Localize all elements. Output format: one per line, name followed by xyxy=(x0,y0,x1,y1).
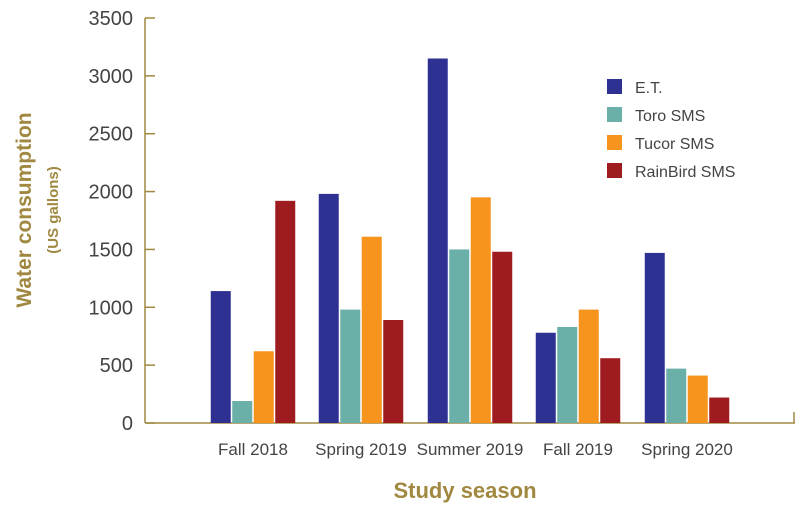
bar-rainbird-sms-fall-2019 xyxy=(600,358,621,423)
y-tick-label: 2500 xyxy=(89,124,134,146)
y-tick-label: 0 xyxy=(122,413,133,435)
legend: E.T. Toro SMS Tucor SMS RainBird SMS xyxy=(607,79,735,181)
legend-swatch xyxy=(607,163,622,178)
bar-tucor-sms-fall-2018 xyxy=(253,351,274,423)
legend-swatch xyxy=(607,107,622,122)
bar-e-t-spring-2020 xyxy=(644,252,665,423)
x-tick-label: Spring 2019 xyxy=(315,440,407,459)
legend-label: Tucor SMS xyxy=(635,136,714,153)
bar-e-t-spring-2019 xyxy=(318,193,339,423)
bar-toro-sms-spring-2019 xyxy=(340,309,361,423)
bar-e-t-fall-2018 xyxy=(210,291,231,423)
bar-tucor-sms-fall-2019 xyxy=(578,309,599,423)
x-tick-label: Spring 2020 xyxy=(641,440,733,459)
bar-rainbird-sms-summer-2019 xyxy=(492,251,513,423)
axes xyxy=(144,18,795,424)
legend-label: RainBird SMS xyxy=(635,164,735,181)
y-tick-label: 1000 xyxy=(89,297,134,319)
bar-rainbird-sms-spring-2020 xyxy=(709,397,730,423)
x-tick-label: Summer 2019 xyxy=(417,440,524,459)
x-tick-label: Fall 2019 xyxy=(543,440,613,459)
y-tick-label: 500 xyxy=(100,355,133,377)
legend-swatch xyxy=(607,79,622,94)
legend-swatch xyxy=(607,135,622,150)
legend-label: E.T. xyxy=(635,80,663,97)
bar-toro-sms-fall-2019 xyxy=(557,326,578,423)
bar-rainbird-sms-fall-2018 xyxy=(275,200,296,423)
bar-tucor-sms-spring-2020 xyxy=(687,375,708,423)
y-tick-label: 2000 xyxy=(89,182,134,204)
bar-tucor-sms-summer-2019 xyxy=(470,197,491,423)
bar-e-t-summer-2019 xyxy=(427,58,448,423)
y-tick-label: 1500 xyxy=(89,239,134,261)
y-tick-label: 3500 xyxy=(89,8,134,30)
x-ticks: Fall 2018 Spring 2019 Summer 2019 Fall 2019… xyxy=(218,440,733,459)
bar-rainbird-sms-spring-2019 xyxy=(383,320,404,423)
y-tick-label: 3000 xyxy=(89,66,134,88)
bar-e-t-fall-2019 xyxy=(535,332,556,423)
bar-toro-sms-spring-2020 xyxy=(666,368,687,423)
legend-label: Toro SMS xyxy=(635,108,705,125)
bar-toro-sms-summer-2019 xyxy=(449,249,470,423)
bar-tucor-sms-spring-2019 xyxy=(361,236,382,423)
y-axis-title: Water consumption xyxy=(13,112,36,307)
x-tick-label: Fall 2018 xyxy=(218,440,288,459)
bars xyxy=(210,58,730,423)
y-ticks: 0 500 1000 1500 2000 2500 3000 3500 xyxy=(89,8,155,435)
bar-toro-sms-fall-2018 xyxy=(232,401,253,423)
x-axis-title: Study season xyxy=(393,478,536,503)
y-axis-subtitle: (US gallons) xyxy=(45,166,62,254)
